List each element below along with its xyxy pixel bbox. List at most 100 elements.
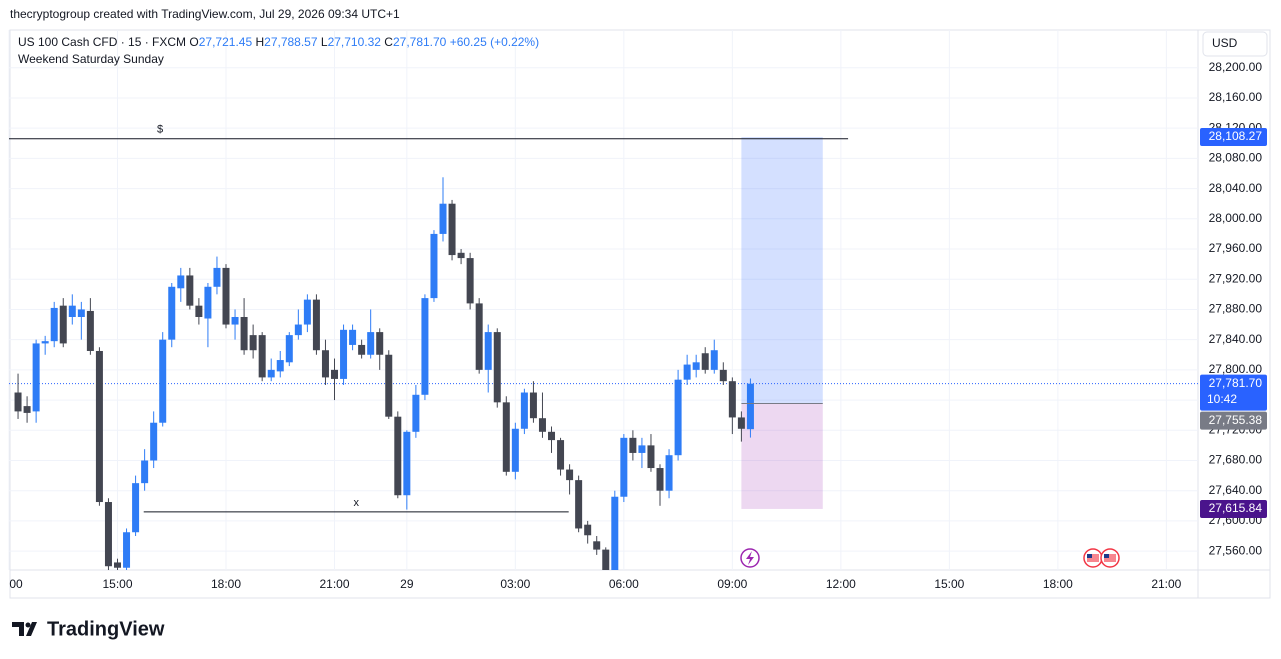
candle-body — [620, 437, 628, 497]
candle-body — [186, 275, 194, 306]
candle-body — [457, 252, 465, 259]
line-label: $ — [157, 124, 163, 136]
x-tick-label: 12:00 — [826, 577, 856, 591]
candle-body — [168, 286, 176, 340]
candle-body — [41, 341, 49, 344]
candle-body — [267, 369, 275, 378]
candle-body — [312, 299, 320, 351]
candle-body — [403, 431, 411, 496]
candle-body — [159, 339, 167, 423]
candle-body — [575, 480, 583, 529]
ohlc-value: 27,710.32 — [327, 35, 381, 49]
candle-body — [629, 437, 637, 453]
candle-body — [439, 203, 447, 234]
candle-body — [358, 344, 366, 355]
y-tick-label: 28,080.00 — [1209, 151, 1263, 165]
ohlc-key: H — [255, 35, 265, 49]
currency: USD — [1212, 36, 1238, 50]
candle-body — [321, 350, 329, 378]
logo — [12, 622, 37, 636]
price-badge — [1200, 128, 1267, 147]
candle-body — [331, 369, 339, 379]
ohlc-key: O — [189, 35, 199, 49]
candle-body — [430, 233, 438, 299]
candle-body — [448, 203, 456, 256]
candle-body — [195, 305, 203, 317]
stop-zone — [741, 403, 823, 509]
candle-body — [213, 267, 221, 287]
candle-body — [520, 392, 528, 429]
ohlc-value: 27,781.70 — [392, 35, 447, 49]
candle-body — [340, 329, 348, 379]
candle-body — [114, 562, 122, 568]
candle-body — [584, 524, 592, 536]
candle-body — [466, 258, 474, 304]
symbol: US 100 Cash CFD · 15 · FXCM — [18, 35, 187, 49]
candle-body — [647, 445, 655, 469]
price-badge-label: 27,615.84 — [1209, 501, 1263, 515]
y-tick-label: 27,840.00 — [1209, 332, 1263, 346]
candle-body — [484, 332, 492, 370]
candle-body — [611, 496, 619, 570]
candle-body — [385, 354, 393, 417]
candle-body — [240, 316, 248, 351]
price-badge — [1200, 411, 1267, 430]
y-tick-label: 27,960.00 — [1209, 241, 1263, 255]
y-tick-label: 27,560.00 — [1209, 543, 1263, 557]
y-tick-label: 27,640.00 — [1209, 483, 1263, 497]
y-tick-label: 28,160.00 — [1209, 90, 1263, 104]
line-label: x — [353, 497, 359, 509]
x-tick-label: 21:00 — [1151, 577, 1181, 591]
ohlc-key: C — [384, 35, 393, 49]
x-tick-label: 00 — [9, 577, 23, 591]
candle-body — [231, 316, 239, 325]
candle-body — [104, 502, 112, 567]
candle-body — [538, 418, 546, 432]
candle-body — [674, 379, 682, 456]
candle-body — [529, 392, 537, 419]
candle-body — [638, 445, 646, 453]
brand: TradingView — [47, 618, 165, 640]
candle-body — [493, 332, 501, 403]
candle-body — [602, 549, 610, 570]
candle-body — [258, 335, 266, 378]
candle-body — [566, 469, 574, 481]
ohlc: O27,721.45 H27,788.57 L27,710.32 C27,781… — [189, 35, 449, 49]
candle-body — [204, 286, 212, 319]
candle-body — [276, 360, 284, 372]
candle-body — [502, 402, 510, 472]
flag-icons — [1083, 548, 1120, 568]
y-tick-label: 28,200.00 — [1209, 60, 1263, 74]
x-tick-label: 09:00 — [717, 577, 747, 591]
candle-body — [77, 309, 85, 317]
x-tick-label: 06:00 — [609, 577, 639, 591]
currency-box[interactable] — [1202, 31, 1268, 57]
ohlc-key: L — [320, 35, 328, 49]
candle-body — [746, 383, 754, 430]
candle-body — [249, 335, 257, 351]
candle-body — [50, 307, 58, 342]
candle-body — [665, 455, 673, 491]
price-badge-label: 27,755.38 — [1209, 413, 1263, 427]
price-badge — [1200, 374, 1267, 411]
candle-body — [412, 394, 420, 432]
session: Weekend Saturday Sunday — [18, 52, 164, 66]
x-tick-label: 15:00 — [934, 577, 964, 591]
candle-body — [557, 440, 565, 470]
x-tick-label: 21:00 — [319, 577, 349, 591]
candle-body — [683, 364, 691, 380]
candle-body — [511, 428, 519, 472]
price-badge-label: 28,108.27 — [1209, 129, 1263, 143]
candle-body — [177, 275, 185, 289]
candle-body — [421, 298, 429, 395]
candle-body — [692, 362, 700, 370]
candle-body — [132, 483, 140, 533]
candle-body — [150, 422, 158, 461]
candle-body — [14, 392, 22, 412]
target-zone — [741, 137, 823, 404]
y-tick-label: 28,000.00 — [1209, 211, 1263, 225]
candle-body — [285, 335, 293, 363]
candle-body — [367, 332, 375, 355]
